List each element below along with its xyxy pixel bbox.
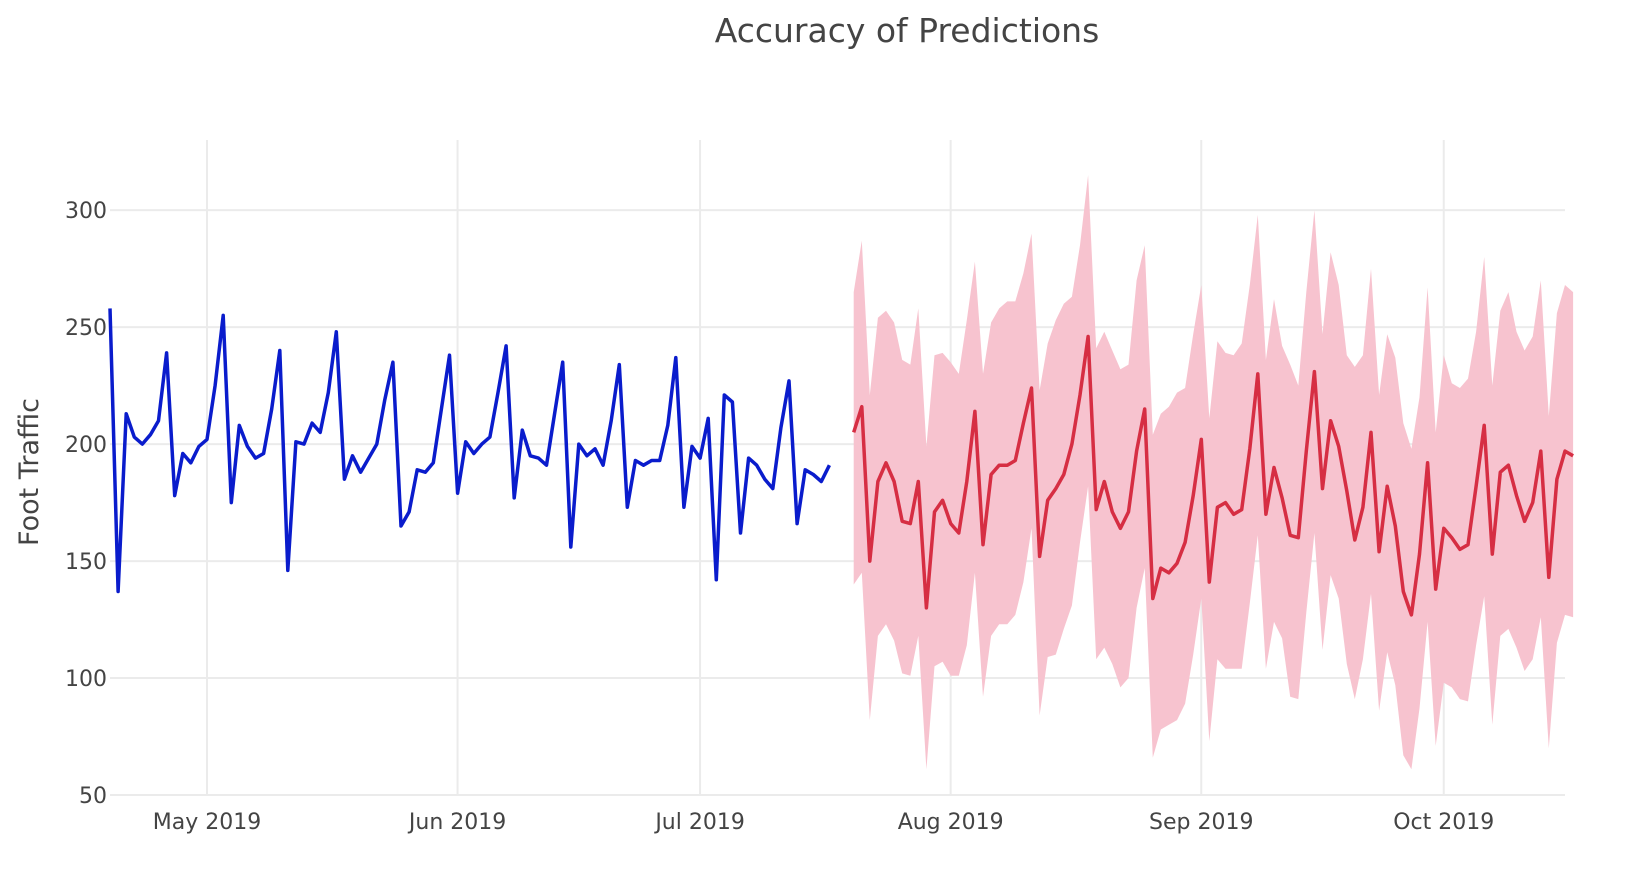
x-tick-label: May 2019 <box>153 810 261 835</box>
x-axis-ticks: May 2019 Jun 2019 Jul 2019 Aug 2019 Sep 2019… <box>153 810 1495 835</box>
x-tick-label: Sep 2019 <box>1149 810 1253 835</box>
y-tick-label: 300 <box>65 199 107 224</box>
x-tick-label: Jul 2019 <box>653 810 745 835</box>
grid-lines <box>110 140 1565 796</box>
y-axis-ticks: 50 100 150 200 250 300 <box>65 199 107 809</box>
y-tick-label: 50 <box>79 784 107 809</box>
y-tick-label: 100 <box>65 667 107 692</box>
chart-title: Accuracy of Predictions <box>715 11 1100 50</box>
forecast-series <box>852 334 1574 617</box>
y-tick-label: 150 <box>65 550 107 575</box>
x-tick-label: Jun 2019 <box>407 810 506 835</box>
confidence-interval <box>853 175 1574 770</box>
y-tick-label: 250 <box>65 316 107 341</box>
forecast-line <box>852 334 1574 617</box>
y-axis-title: Foot Traffic <box>14 398 45 546</box>
x-tick-label: Oct 2019 <box>1393 810 1494 835</box>
actual-series <box>108 308 831 594</box>
actual-line <box>108 308 831 594</box>
interval-band <box>853 175 1574 770</box>
y-tick-label: 200 <box>65 433 107 458</box>
x-tick-label: Aug 2019 <box>898 810 1004 835</box>
